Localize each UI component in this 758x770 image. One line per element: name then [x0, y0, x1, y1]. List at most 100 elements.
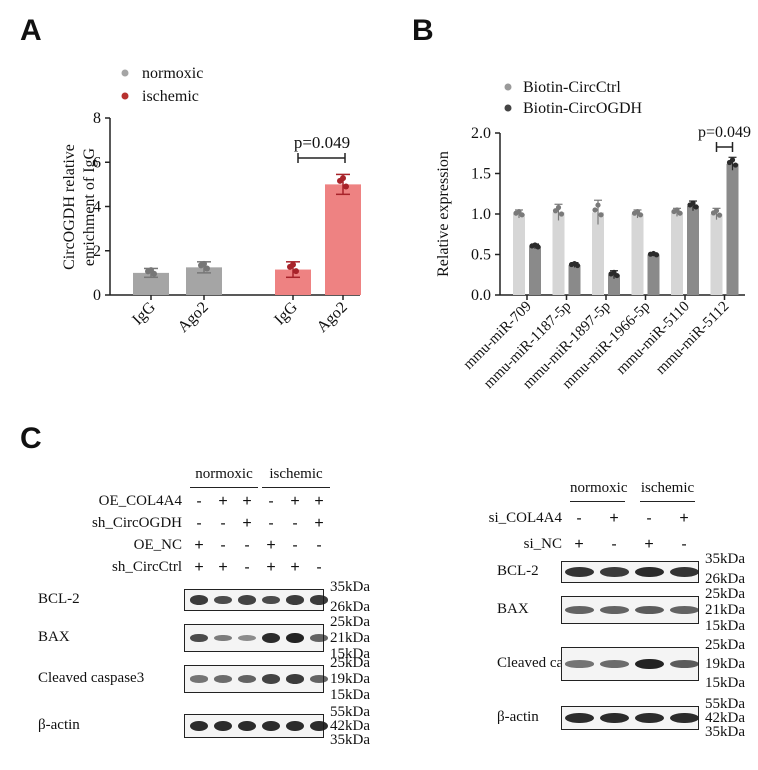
data-point [650, 250, 657, 257]
treatment-label: OE_COL4A4 [98, 493, 182, 509]
blot-Cleaved caspase3 [184, 665, 328, 693]
band [262, 595, 280, 605]
x-tick-label: Ago2 [314, 299, 351, 336]
bar-mmu-miR-5110-circogdh [687, 205, 699, 295]
treatment-label: sh_CircOGDH [92, 515, 182, 531]
protein-label: Cleaved caspase3 [38, 670, 145, 686]
treatment-sign: + [644, 536, 654, 553]
panel-label-a: A [20, 14, 42, 47]
bar-mmu-miR-5112-circogdh [726, 163, 739, 295]
data-point [690, 200, 696, 206]
band [238, 595, 256, 605]
group-underline [190, 487, 258, 488]
marker-label: 25kDa [705, 637, 745, 653]
treatment-sign: + [290, 559, 300, 576]
treatment-sign: - [611, 536, 617, 553]
treatment-sign: - [244, 559, 250, 576]
marker-label: 25kDa [705, 586, 745, 602]
data-point [558, 211, 565, 217]
band [669, 712, 699, 724]
data-point [290, 261, 296, 268]
band [190, 595, 208, 605]
bar-mmu-miR-5110-ctrl [671, 212, 683, 295]
y-axis-label: Relative expression [435, 151, 452, 277]
marker-label: 15kDa [330, 646, 370, 662]
y-tick-label: 8 [93, 110, 101, 127]
data-point [571, 260, 578, 267]
marker-label: 26kDa [705, 571, 745, 587]
treatment-sign: - [292, 537, 298, 554]
treatment-label: si_COL4A4 [488, 510, 562, 526]
band [286, 674, 304, 684]
treatment-sign: - [316, 559, 322, 576]
p-value-label: p=0.049 [294, 133, 350, 152]
group-label-ischemic: ischemic [269, 466, 323, 482]
treatment-sign: + [218, 559, 228, 576]
band [190, 720, 208, 732]
marker-label: 35kDa [330, 579, 370, 595]
treatment-sign: + [609, 510, 619, 527]
marker-label: 15kDa [705, 675, 745, 691]
y-tick-label: 0.0 [471, 287, 491, 304]
p-value-label: p=0.049 [698, 124, 751, 141]
band [564, 567, 594, 577]
treatment-sign: - [646, 510, 652, 527]
data-point [532, 242, 538, 248]
protein-label: BCL-2 [38, 591, 80, 607]
y-tick-label: 2 [93, 243, 101, 260]
x-tick-label: IgG [129, 298, 159, 328]
band [238, 634, 256, 642]
marker-label: 15kDa [705, 618, 745, 634]
band [238, 720, 256, 732]
treatment-sign: + [194, 559, 204, 576]
bar-igg-normoxic [133, 272, 169, 295]
band [262, 720, 280, 732]
treatment-sign: + [290, 493, 300, 510]
marker-label: 35kDa [330, 732, 370, 748]
band [634, 605, 664, 615]
band [564, 712, 594, 724]
treatment-sign: - [196, 515, 202, 532]
data-point [713, 207, 720, 214]
marker-label: 15kDa [330, 687, 370, 703]
blot-β-actin [561, 706, 699, 730]
protein-label: BCL-2 [497, 563, 539, 579]
group-label-normoxic: normoxic [195, 466, 253, 482]
legend-label-Biotin-CircCtrl: Biotin-CircCtrl [523, 79, 621, 96]
y-tick-label: 0 [93, 287, 101, 304]
bar-mmu-miR-1187-5p-ctrl [552, 212, 565, 295]
treatment-label: OE_NC [133, 537, 182, 553]
blot-β-actin [184, 714, 328, 738]
treatment-sign: - [292, 515, 298, 532]
band [669, 659, 699, 669]
band [262, 632, 280, 644]
treatment-sign: + [679, 510, 689, 527]
band [286, 595, 304, 605]
group-label-ischemic: ischemic [640, 480, 695, 496]
band [310, 634, 328, 642]
marker-label: 25kDa [330, 655, 370, 671]
treatment-sign: - [576, 510, 582, 527]
marker-label: 55kDa [330, 704, 370, 720]
marker-label: 42kDa [330, 718, 370, 734]
band [634, 566, 664, 578]
treatment-sign: - [268, 493, 274, 510]
data-point [729, 157, 736, 163]
marker-label: 55kDa [705, 696, 745, 712]
marker-label: 35kDa [705, 724, 745, 740]
group-label-normoxic: normoxic [570, 480, 628, 496]
y-tick-label: 0.5 [471, 247, 491, 264]
panel-label-b: B [412, 14, 434, 47]
protein-label: β-actin [497, 709, 539, 725]
legend-marker-Biotin-CircCtrl [504, 83, 512, 91]
data-point [340, 175, 346, 182]
band [286, 632, 304, 644]
treatment-sign: + [314, 515, 324, 532]
band [599, 567, 629, 577]
marker-label: 25kDa [330, 614, 370, 630]
band [310, 720, 328, 732]
data-point [293, 268, 299, 275]
treatment-sign: + [314, 493, 324, 510]
treatment-sign: + [242, 515, 252, 532]
group-underline [570, 501, 625, 502]
